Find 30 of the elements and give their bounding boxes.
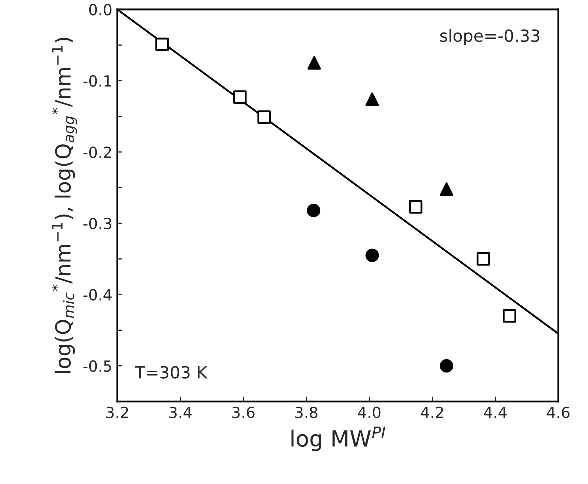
x-tick-label: 4.4 (484, 407, 507, 418)
x-tick-label: 3.8 (296, 406, 318, 418)
x-tick-label: 3.2 (106, 406, 128, 418)
point (258, 110, 272, 124)
point (503, 309, 516, 323)
y-tick-label: -0.3 (84, 218, 112, 230)
x-tick-label: 3.4 (170, 406, 192, 418)
y-tick-label: -0.2 (84, 146, 112, 158)
y-tick-label: -0.5 (84, 360, 112, 372)
annotation: T=303 K (135, 366, 208, 379)
point (366, 92, 380, 106)
point (440, 359, 454, 373)
x-tick-label: 4.2 (421, 406, 444, 418)
point (409, 200, 423, 214)
point (366, 248, 380, 262)
x-tick-label: 4.0 (358, 406, 381, 418)
annotation: slope=-0.33 (440, 29, 540, 46)
y-tick-label: 0.0 (89, 4, 112, 16)
point (308, 56, 322, 70)
y-tick-label: -0.4 (84, 289, 112, 301)
point (156, 38, 170, 52)
point (476, 252, 490, 266)
point (307, 204, 321, 218)
x-axis-title: log MW$^{PI}$ (292, 426, 386, 452)
x-tick-label: 3.6 (232, 406, 255, 418)
point (233, 90, 247, 104)
x-tick-label: 4.6 (547, 406, 570, 418)
point (440, 182, 454, 196)
text: log(Q$_{mic}$$^{*}$/nm$^{−1}$), log(Q$_{agg}$$^{*}$/nm$^{−1}$) (52, 38, 78, 374)
y-tick-label: -0.1 (84, 75, 112, 87)
